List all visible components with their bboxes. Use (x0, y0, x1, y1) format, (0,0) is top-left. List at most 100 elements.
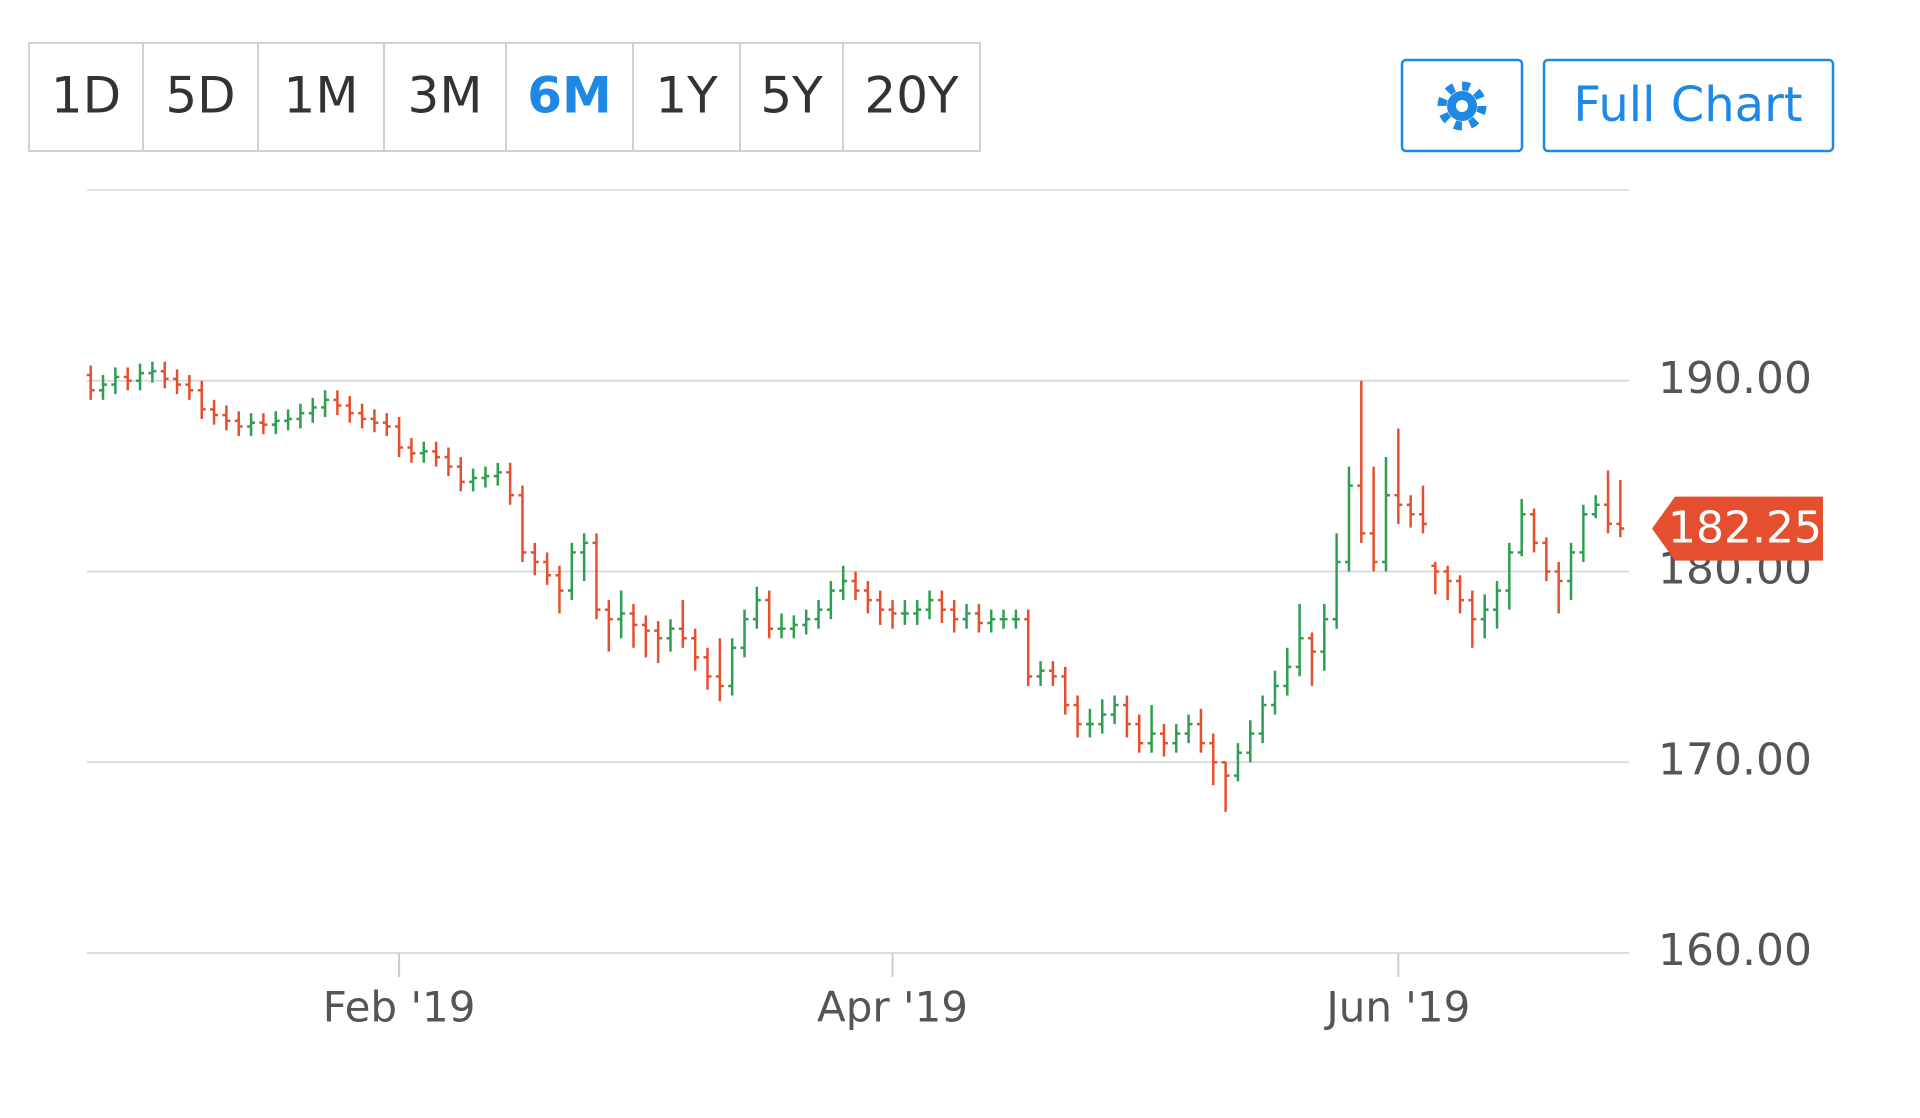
ohlc-bar (1320, 603, 1329, 671)
ohlc-bar (432, 441, 441, 467)
ohlc-bar (962, 603, 971, 629)
ohlc-bar (1135, 714, 1144, 753)
gear-hole (1456, 100, 1468, 112)
ohlc-bar (987, 609, 996, 633)
full-chart-button[interactable]: Full Chart (1542, 58, 1835, 153)
range-button[interactable] (505, 42, 634, 152)
ohlc-bar (740, 609, 749, 658)
ohlc-bar (1011, 609, 1020, 629)
ohlc-bar (469, 468, 478, 492)
range-label[interactable]: 6M (527, 67, 612, 125)
ohlc-bar (1480, 594, 1489, 639)
ohlc-bar (160, 361, 169, 389)
ohlc-bar (1196, 708, 1205, 753)
range-label[interactable]: 20Y (864, 67, 959, 125)
ohlc-bar (1271, 670, 1279, 715)
range-label[interactable]: 5Y (760, 67, 823, 125)
range-button[interactable] (842, 42, 981, 152)
ohlc-bar (1048, 661, 1057, 686)
ohlc-bar (1258, 695, 1267, 744)
ohlc-bar (284, 409, 293, 431)
range-label[interactable]: 1M (284, 67, 359, 125)
ohlc-bar (123, 367, 132, 391)
ohlc-bar (111, 367, 120, 395)
x-tick-label: Feb '19 (323, 983, 476, 1032)
ohlc-bar (604, 600, 613, 652)
ohlc-bar (1184, 714, 1193, 744)
ohlc-bar (678, 600, 687, 648)
ohlc-bar (1579, 504, 1588, 562)
ohlc-bar (1406, 495, 1415, 528)
ohlc-bar (1308, 632, 1316, 686)
ohlc-bar (197, 380, 206, 419)
ohlc-bar (888, 600, 897, 629)
settings-button[interactable] (1400, 58, 1524, 153)
range-label[interactable]: 1D (51, 67, 121, 125)
ohlc-bar (802, 609, 811, 635)
ohlc-bar (345, 396, 354, 423)
ohlc-bar (1419, 485, 1427, 534)
ohlc-bar (222, 405, 231, 431)
ohlc-bar (259, 413, 268, 435)
ohlc-bar (333, 390, 342, 416)
range-button[interactable] (739, 42, 844, 152)
ohlc-bar (629, 603, 638, 648)
range-label[interactable]: 1Y (655, 67, 718, 125)
ohlc-bar (1394, 428, 1403, 524)
ohlc-bar (1024, 609, 1033, 686)
ohlc-bar (1542, 537, 1551, 582)
ohlc-bar (1332, 533, 1341, 629)
ohlc-bar (1246, 720, 1255, 763)
ohlc-bar (173, 369, 182, 395)
ohlc-bar (999, 609, 1008, 629)
ohlc-bar (1283, 647, 1292, 696)
ohlc-bar (1085, 708, 1094, 738)
ohlc-bar (641, 615, 650, 658)
range-button[interactable] (28, 42, 144, 152)
full-chart-label[interactable]: Full Chart (1573, 77, 1802, 133)
ohlc-bar (863, 581, 872, 614)
ohlc-bar (1530, 508, 1538, 553)
range-button[interactable] (142, 42, 259, 152)
ohlc-bar (765, 590, 774, 639)
gear-teeth (1437, 81, 1487, 131)
ohlc-bar (518, 485, 527, 562)
x-tick-label: Apr '19 (817, 983, 968, 1032)
full-chart-frame[interactable] (1542, 58, 1835, 153)
ohlc-bar (851, 571, 860, 601)
range-button[interactable] (257, 42, 385, 152)
ohlc-bar (925, 590, 934, 620)
ohlc-bar (1382, 457, 1390, 572)
ohlc-bar (185, 375, 194, 400)
ohlc-bar (1221, 761, 1230, 812)
ohlc-bar (752, 586, 761, 629)
range-button[interactable] (632, 42, 741, 152)
ohlc-bar (419, 441, 428, 463)
ohlc-bar (543, 552, 552, 585)
last-price-label: 182.25 (1668, 503, 1822, 554)
ohlc-bar (617, 590, 626, 639)
ohlc-bar (271, 411, 280, 435)
ohlc-bar (1493, 581, 1501, 629)
range-label[interactable]: 3M (408, 67, 483, 125)
ohlc-bar (1073, 695, 1082, 738)
ohlc-bar (839, 565, 848, 601)
ohlc-bar (567, 542, 576, 601)
ohlc-bar (1036, 661, 1045, 686)
ohlc-bar (1172, 724, 1181, 753)
ohlc-bar (1431, 561, 1440, 595)
ohlc-bar (1234, 743, 1242, 782)
last-price-tag (1652, 496, 1823, 561)
ohlc-bar (395, 416, 404, 458)
ohlc-bar (703, 647, 712, 690)
ohlc-bar (1209, 733, 1218, 786)
ohlc-bar (950, 600, 959, 633)
ohlc-bar (456, 457, 465, 492)
ohlc-bar (715, 638, 724, 702)
range-label[interactable]: 5D (165, 67, 235, 125)
ohlc-bar (1567, 542, 1575, 601)
ohlc-bar (481, 466, 490, 488)
ohlc-bar (136, 363, 144, 391)
